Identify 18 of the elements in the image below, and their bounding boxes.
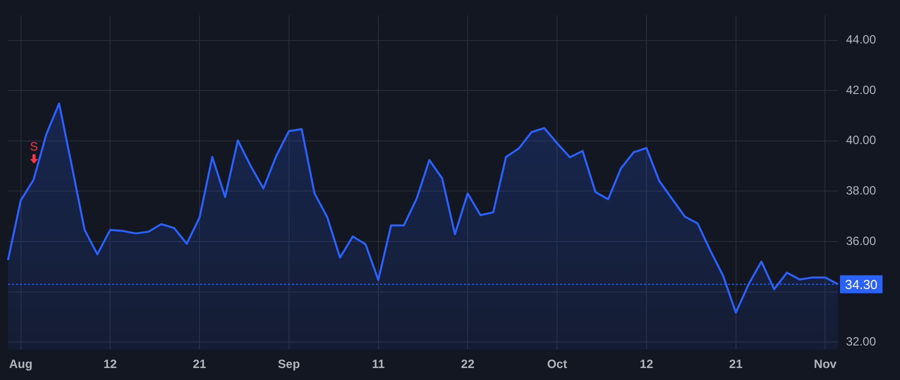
x-tick-label: 21 bbox=[192, 357, 207, 372]
x-tick-label: 12 bbox=[103, 357, 118, 372]
x-tick-label: Oct bbox=[547, 357, 568, 372]
y-tick-label: 40.00 bbox=[846, 133, 876, 148]
x-tick-label: Aug bbox=[9, 357, 32, 372]
ref-line-label: 34.30 bbox=[845, 276, 878, 292]
x-tick-label: Nov bbox=[814, 357, 837, 372]
y-tick-label: 32.00 bbox=[846, 334, 876, 348]
x-tick-label: 11 bbox=[372, 357, 385, 372]
x-tick-label: Sep bbox=[278, 357, 300, 372]
y-tick-label: 42.00 bbox=[846, 82, 876, 97]
y-tick-label: 36.00 bbox=[846, 234, 876, 248]
y-tick-label: 38.00 bbox=[846, 184, 876, 198]
x-tick-label: 12 bbox=[640, 357, 654, 372]
y-tick-label: 44.00 bbox=[846, 32, 876, 47]
annotation: S bbox=[30, 140, 38, 154]
x-tick-label: 21 bbox=[729, 357, 743, 372]
x-tick-label: 22 bbox=[461, 357, 475, 372]
